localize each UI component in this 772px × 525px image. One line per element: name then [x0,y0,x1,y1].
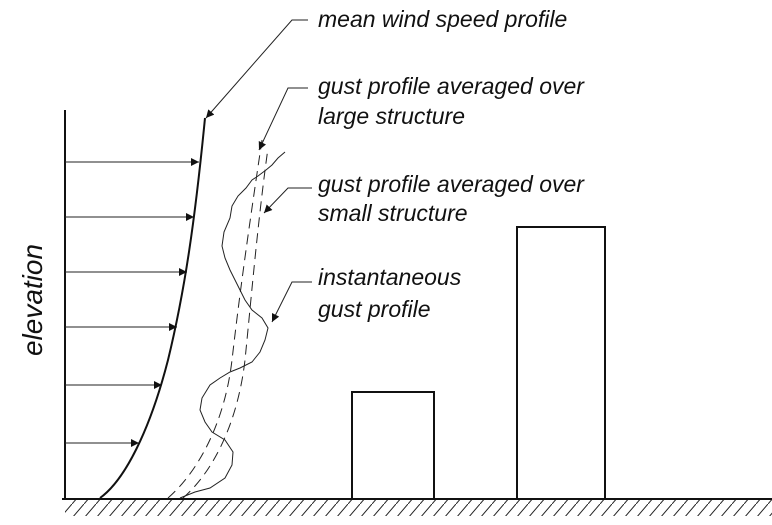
large-building [516,226,606,500]
label-small: gust profile averaged over [318,171,585,197]
label-instant: gust profile [318,296,431,322]
leader-large [258,87,308,151]
wind-arrows [65,158,199,447]
label-large: gust profile averaged over [318,73,585,99]
label-mean: mean wind speed profile [318,6,567,32]
label-instant: instantaneous [318,264,462,290]
label-small: small structure [318,200,468,226]
small-building [351,391,435,500]
ground-hatch [65,500,772,516]
large-gust-profile [167,139,263,499]
leader-small [263,187,312,214]
small-gust-profile [182,147,269,499]
instantaneous-profile [179,151,286,499]
leader-instant [271,281,312,323]
label-large: large structure [318,103,465,129]
axis-label: elevation [17,244,48,356]
mean-profile [99,117,206,499]
leader-mean [205,19,308,119]
